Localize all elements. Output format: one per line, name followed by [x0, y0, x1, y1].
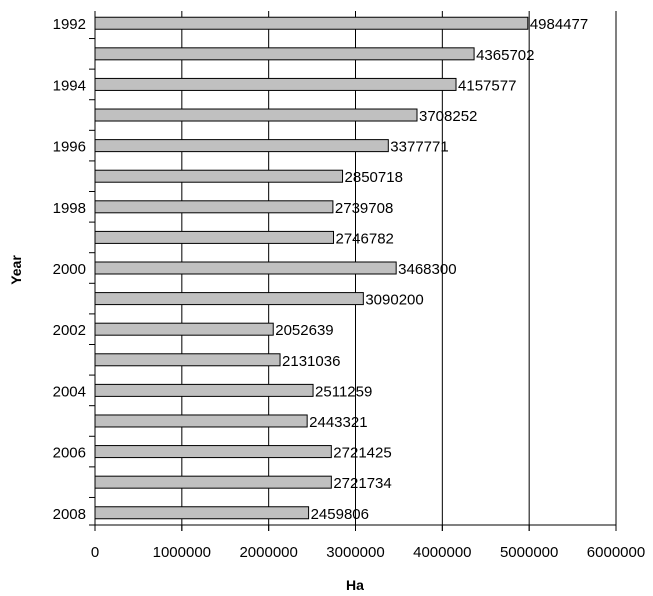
- data-labels: 4984477 4365702 4157577 3708252 3377771 28507…: [275, 16, 588, 523]
- data-label-2005: 2443321: [309, 414, 367, 431]
- bar-1992: [94, 16, 529, 30]
- axes: [89, 11, 617, 531]
- data-label-1992: 4984477: [530, 16, 588, 33]
- x-tick-label: 5000000: [500, 544, 558, 561]
- data-label-1999: 2746782: [336, 230, 394, 247]
- bar-2003: [94, 353, 281, 367]
- data-label-2003: 2131036: [282, 353, 340, 370]
- data-label-2006: 2721425: [333, 445, 391, 462]
- bar-2002: [94, 322, 274, 336]
- x-tick-label: 6000000: [587, 544, 645, 561]
- y-tick-label: 1996: [53, 139, 86, 156]
- y-tick-labels: 1992 1994 1996 1998 2000 2002 2004 2006 2008: [53, 16, 86, 523]
- y-tick-label: 1994: [53, 77, 86, 94]
- y-tick-label: 2008: [53, 506, 86, 523]
- bar-2004: [94, 383, 314, 397]
- bar-1994: [94, 77, 457, 91]
- y-tick-label: 1992: [53, 16, 86, 33]
- data-label-1993: 4365702: [476, 47, 534, 64]
- y-tick-label: 1998: [53, 200, 86, 217]
- y-tick-label: 2002: [53, 322, 86, 339]
- bar-2005: [94, 414, 308, 428]
- data-label-2001: 3090200: [365, 292, 423, 309]
- x-tick-label: 4000000: [413, 544, 471, 561]
- y-tick-label: 2006: [53, 445, 86, 462]
- data-label-1998: 2739708: [335, 200, 393, 217]
- bar-1998: [94, 200, 334, 214]
- x-tick-labels: 0 1000000 2000000 3000000 4000000 5000000 6000…: [91, 544, 645, 561]
- data-label-1997: 2850718: [345, 169, 403, 186]
- x-tick-label: 3000000: [326, 544, 384, 561]
- data-label-2008: 2459806: [311, 506, 369, 523]
- y-axis-title: Year: [8, 255, 24, 285]
- bar-2008: [94, 506, 310, 520]
- bar-1997: [94, 169, 344, 183]
- bar-1993: [94, 47, 475, 61]
- data-label-2004: 2511259: [315, 383, 372, 400]
- x-tick-label: 0: [91, 544, 99, 561]
- bar-1995: [94, 108, 418, 122]
- data-label-2007: 2721734: [333, 475, 391, 492]
- bar-1999: [94, 230, 335, 244]
- bar-2007: [94, 475, 332, 489]
- bar-2000: [94, 261, 397, 275]
- data-label-1995: 3708252: [419, 108, 477, 125]
- y-tick-label: 2000: [53, 261, 86, 278]
- x-tick-label: 1000000: [153, 544, 211, 561]
- bar-2006: [94, 445, 332, 459]
- y-tick-label: 2004: [53, 383, 86, 400]
- x-tick-label: 2000000: [239, 544, 297, 561]
- x-axis-title: Ha: [346, 577, 364, 593]
- data-label-2000: 3468300: [398, 261, 456, 278]
- data-label-2002: 2052639: [275, 322, 333, 339]
- data-label-1996: 3377771: [390, 139, 448, 156]
- bar-1996: [94, 139, 389, 153]
- bar-2001: [94, 292, 364, 306]
- data-label-1994: 4157577: [458, 77, 516, 94]
